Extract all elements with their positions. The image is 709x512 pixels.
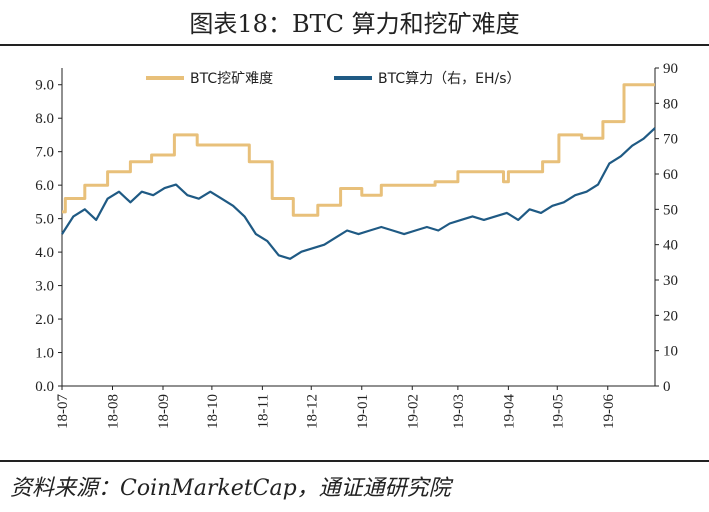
source-note: 资料来源：CoinMarketCap，通证通研究院 — [10, 476, 451, 501]
axes: 0.0 1.0 2.0 3.0 4.0 5.0 6.0 7.0 8.0 9.0 0 10 20 30 40 5… — [35, 61, 678, 429]
x-tick-label: 18-09 — [156, 394, 172, 429]
left-tick-label: 7.0 — [35, 145, 54, 161]
x-tick-label: 18-08 — [106, 394, 122, 429]
legend: BTC挖矿难度 BTC算力（右，EH/s） — [146, 71, 521, 87]
x-tick-label: 19-03 — [451, 394, 467, 429]
x-tick-label: 19-01 — [355, 394, 371, 429]
right-tick-label: 70 — [663, 132, 678, 148]
right-tick-label: 90 — [663, 61, 678, 77]
right-tick-label: 40 — [663, 238, 678, 254]
left-tick-label: 5.0 — [35, 212, 54, 228]
top-divider — [0, 44, 709, 46]
x-tick-label: 19-02 — [405, 394, 421, 429]
right-tick-label: 30 — [663, 273, 678, 289]
right-tick-label: 10 — [663, 344, 678, 360]
left-tick-label: 2.0 — [35, 312, 54, 328]
left-tick-label: 8.0 — [35, 111, 54, 127]
legend-label-1: BTC算力（右，EH/s） — [378, 71, 521, 87]
series-line-1 — [61, 127, 656, 260]
left-tick-label: 4.0 — [35, 245, 54, 261]
legend-label-0: BTC挖矿难度 — [190, 71, 273, 87]
left-tick-label: 6.0 — [35, 178, 54, 194]
x-tick-label: 19-04 — [501, 394, 517, 429]
left-tick-label: 1.0 — [35, 346, 54, 362]
bottom-divider — [0, 460, 709, 462]
series-line-0 — [62, 83, 655, 217]
x-tick-label: 19-05 — [550, 394, 566, 429]
left-tick-label: 9.0 — [35, 78, 54, 94]
left-tick-label: 0.0 — [35, 379, 54, 395]
right-tick-label: 20 — [663, 308, 678, 324]
right-tick-label: 80 — [663, 96, 678, 112]
x-tick-label: 18-11 — [255, 394, 271, 428]
right-tick-label: 50 — [663, 202, 678, 218]
x-tick-label: 19-06 — [601, 394, 617, 429]
series-layer — [61, 83, 656, 260]
left-tick-label: 3.0 — [35, 279, 54, 295]
x-tick-label: 18-10 — [205, 394, 221, 429]
right-tick-label: 0 — [663, 379, 671, 395]
x-tick-label: 18-07 — [55, 394, 71, 429]
chart-canvas: 0.0 1.0 2.0 3.0 4.0 5.0 6.0 7.0 8.0 9.0 0 10 20 30 40 5… — [35, 61, 678, 429]
chart-title: 图表18：BTC 算力和挖矿难度 — [189, 10, 520, 38]
right-tick-label: 60 — [663, 167, 678, 183]
x-tick-label: 18-12 — [304, 394, 320, 429]
